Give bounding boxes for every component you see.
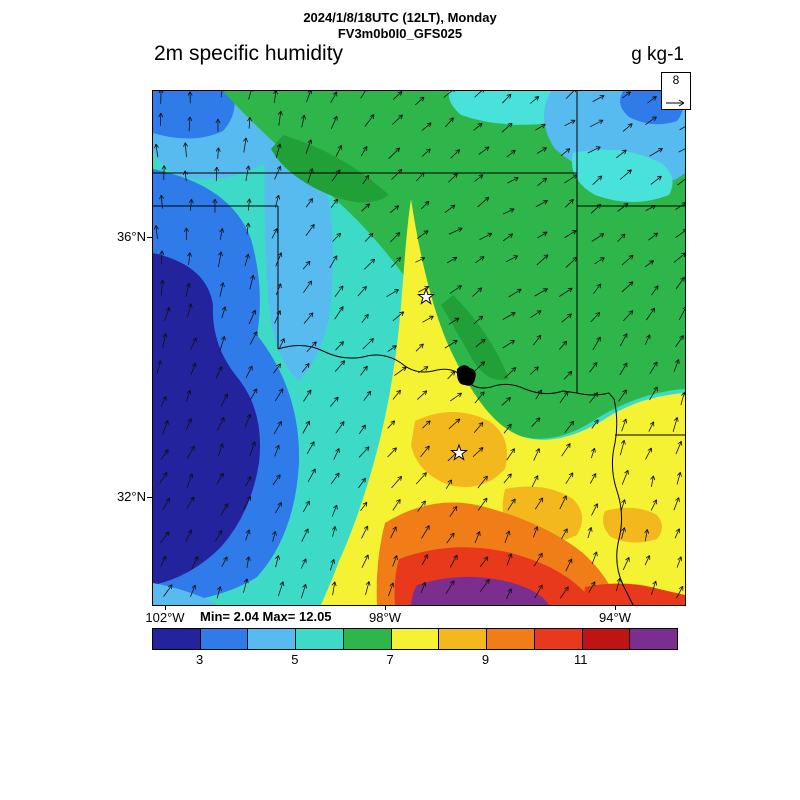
colorbar-segment-8: [487, 629, 535, 649]
field-region-lightblue-centerleft: [264, 137, 333, 381]
colorbar-tick-label: 11: [573, 652, 588, 667]
lon-tick-mark: [165, 605, 166, 610]
colorbar-segment-1: [153, 629, 201, 649]
field-region-gold-patch-3: [603, 507, 662, 543]
border-texas-east-border: [576, 392, 634, 605]
star-marker-1: [416, 287, 436, 305]
field-region-cyan-top-strip: [448, 91, 561, 125]
lat-tick-label: 36°N: [116, 229, 146, 244]
wind-vectors: [153, 91, 685, 600]
field-region-red-bottomright: [583, 583, 685, 605]
colorbar-segment-2: [200, 629, 249, 649]
lon-tick-mark: [615, 605, 616, 610]
colorbar-tick-label: 3: [196, 652, 204, 667]
field-region-green-dark-1: [271, 135, 389, 203]
star-marker-2: [449, 443, 469, 461]
humidity-field-svg: [153, 91, 685, 605]
wind-reference-value: 8: [672, 73, 680, 87]
colorbar-tick-label: 9: [481, 652, 490, 667]
lon-tick-label: 98°W: [369, 610, 401, 625]
lat-tick-label: 32°N: [116, 489, 146, 504]
header-model: FV3m0b0I0_GFS025: [337, 26, 463, 41]
plot-units: g kg-1: [631, 44, 684, 65]
colorbar-segment-9: [534, 629, 583, 649]
colorbar-segment-11: [630, 629, 678, 649]
plot-title: 2m specific humidity: [154, 42, 344, 65]
lon-tick-mark: [385, 605, 386, 610]
colorbar-segment-5: [343, 629, 392, 649]
lat-tick-mark: [147, 497, 152, 498]
colorbar-segment-3: [248, 629, 297, 649]
colorbar: [152, 628, 678, 650]
colorbar-segment-4: [296, 629, 344, 649]
wind-reference-box: 8: [661, 72, 691, 110]
field-region-navy-west: [153, 253, 261, 585]
colorbar-tick-label: 7: [386, 652, 394, 667]
reference-arrow-icon: [666, 99, 685, 107]
field-region-yellow-main: [321, 199, 685, 605]
lon-tick-label: 94°W: [599, 610, 631, 625]
min-max-label: Min= 2.04 Max= 12.05: [200, 609, 332, 624]
field-region-purple-bottom: [411, 576, 549, 605]
colorbar-segment-10: [582, 629, 631, 649]
colorbar-tick-label: 5: [291, 652, 299, 667]
field-region-green-dark-2: [441, 295, 509, 381]
header-datetime: 2024/1/8/18UTC (12LT), Monday: [303, 10, 497, 25]
map-canvas: [152, 90, 686, 606]
lon-tick-label: 102°W: [145, 610, 185, 625]
field-region-cyan-topright-patch: [571, 149, 673, 202]
lake-marker: [456, 365, 476, 386]
colorbar-segment-7: [439, 629, 488, 649]
lat-tick-mark: [147, 237, 152, 238]
colorbar-segment-6: [391, 629, 440, 649]
field-region-blue-topleft-corner: [153, 91, 235, 139]
border-red-river: [277, 345, 578, 395]
